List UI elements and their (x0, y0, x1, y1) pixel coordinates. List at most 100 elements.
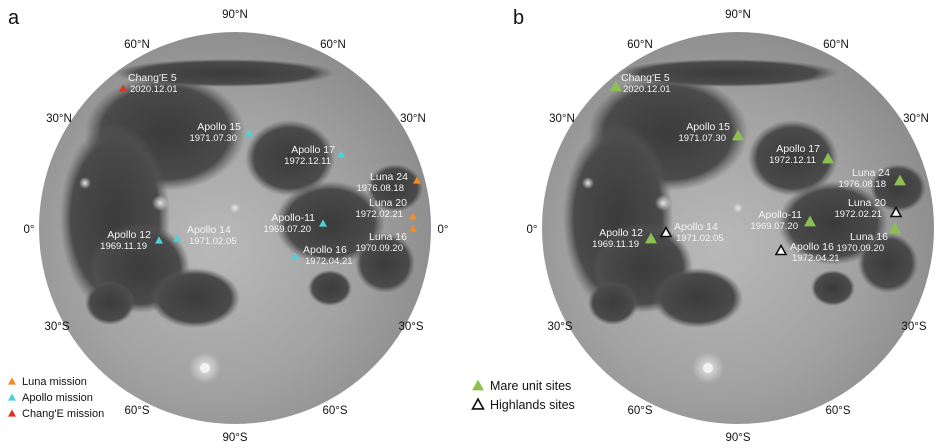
degree-label: 30°S (547, 321, 572, 333)
panel-letter-b: b (513, 7, 524, 29)
site-name: Apollo 14 (187, 224, 231, 236)
site-date: 1971.02.05 (189, 236, 237, 247)
site-date: 1972.04.21 (305, 256, 353, 267)
site-date: 1971.07.30 (678, 133, 726, 144)
site-date: 1969.07.20 (750, 221, 798, 232)
degree-label: 30°N (400, 113, 426, 125)
legend-label: Highlands sites (490, 398, 575, 412)
panel-a: a 90°N 60°N 60°N 30°N 30°N 0° 0° 30°S 30°S 60°S 60°… (8, 7, 449, 444)
legend-label: Mare unit sites (490, 379, 571, 393)
degree-label: 30°N (549, 113, 575, 125)
degree-label: 60°S (124, 405, 149, 417)
site-date: 1976.08.18 (356, 183, 404, 194)
site-date: 1972.02.21 (355, 209, 403, 220)
site-date: 1970.09.20 (355, 243, 403, 254)
site-date: 1972.12.11 (284, 156, 331, 167)
site-name: Apollo 16 (790, 241, 834, 253)
degree-label: 90°S (725, 432, 750, 444)
outline-triangle-icon (471, 397, 485, 410)
site-date: 1971.07.30 (189, 133, 237, 144)
degree-label: 30°N (903, 113, 929, 125)
degree-label: 30°S (44, 321, 69, 333)
legend-label: Chang'E mission (22, 408, 104, 420)
site-date: 1972.12.11 (769, 155, 816, 166)
degree-label: 90°N (222, 9, 248, 21)
site-marker-icon (173, 234, 181, 242)
site-name: Apollo-11 (758, 209, 802, 221)
site-date: 1976.08.18 (838, 179, 886, 190)
triangle-icon (8, 393, 16, 401)
site-date: 2020.12.01 (623, 84, 671, 95)
site-name: Chang'E 5 (128, 72, 177, 84)
mare-site-marker-icon (610, 80, 622, 92)
site-date: 1969.07.20 (263, 224, 311, 235)
degree-label: 90°N (725, 9, 751, 21)
site-name: Luna 20 (369, 197, 407, 209)
site-date: 1972.02.21 (834, 209, 882, 220)
mare-site-marker-icon (822, 152, 834, 164)
degree-label: 90°S (222, 432, 247, 444)
site-marker-icon (291, 252, 299, 260)
degree-label: 60°N (320, 39, 346, 51)
site-name: Apollo 15 (197, 121, 241, 133)
mare-site-marker-icon (804, 215, 816, 227)
triangle-icon (8, 377, 16, 385)
degree-label: 0° (527, 224, 538, 236)
site-name: Luna 20 (848, 197, 886, 209)
site-marker-icon (409, 224, 417, 232)
site-marker-icon (245, 129, 253, 137)
site-marker-icon (409, 212, 417, 220)
site-marker-icon (319, 219, 327, 227)
site-name: Apollo 15 (686, 121, 730, 133)
mare-site-marker-icon (894, 174, 906, 186)
panel-letter-a: a (8, 7, 20, 29)
site-name: Apollo 14 (674, 221, 718, 233)
site-name: Apollo 16 (303, 244, 347, 256)
site-name: Luna 24 (852, 167, 890, 179)
site-name: Apollo 17 (776, 143, 820, 155)
mare-site-marker-icon (732, 129, 744, 141)
site-name: Apollo 12 (107, 229, 151, 241)
mare-site-marker-icon (645, 232, 657, 244)
moon-surface (39, 32, 431, 424)
site-name: Luna 16 (369, 231, 407, 243)
highlands-site-marker-icon (774, 243, 788, 256)
site-name: Apollo 17 (291, 144, 335, 156)
site-marker-icon (155, 236, 163, 244)
legend: Mare unit sites Highlands sites (471, 379, 575, 412)
degree-label: 60°N (823, 39, 849, 51)
filled-triangle-icon (472, 379, 484, 391)
degree-label: 60°S (825, 405, 850, 417)
highlands-site-marker-icon (889, 205, 903, 218)
degree-label: 30°N (46, 113, 72, 125)
site-date: 1972.04.21 (792, 253, 840, 264)
site-date: 1969.11.19 (100, 241, 147, 252)
site-name: Chang'E 5 (621, 72, 670, 84)
degree-label: 30°S (398, 321, 423, 333)
legend: Luna mission Apollo mission Chang'E missio… (8, 376, 104, 420)
site-date: 2020.12.01 (130, 84, 178, 95)
mare-site-marker-icon (889, 222, 901, 234)
degree-label: 60°N (124, 39, 150, 51)
degree-label: 60°N (627, 39, 653, 51)
degree-label: 0° (24, 224, 35, 236)
site-date: 1970.09.20 (836, 243, 884, 254)
site-name: Luna 24 (370, 171, 408, 183)
